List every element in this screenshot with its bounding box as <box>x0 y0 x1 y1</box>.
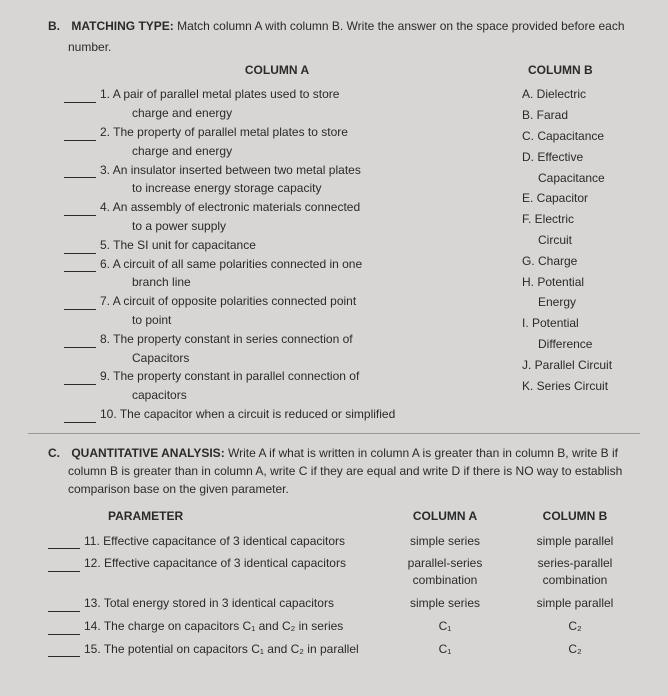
item-4-sub: to a power supply <box>64 218 490 235</box>
item-1-sub: charge and energy <box>64 105 490 122</box>
choice-j: J. Parallel Circuit <box>498 357 640 374</box>
answer-blank[interactable] <box>64 384 96 385</box>
answer-blank[interactable] <box>64 102 96 103</box>
q-row-13: 13. Total energy stored in 3 identical c… <box>48 595 640 612</box>
answer-blank[interactable] <box>48 571 80 572</box>
choice-h-sub: Energy <box>498 294 640 311</box>
q12-b: series-parallelcombination <box>510 555 640 589</box>
choice-e: E. Capacitor <box>498 190 640 207</box>
choice-h: H. Potential <box>498 274 640 291</box>
q13-b: simple parallel <box>510 595 640 612</box>
answer-blank[interactable] <box>64 271 96 272</box>
choice-i: I. Potential <box>498 315 640 332</box>
choice-c: C. Capacitance <box>498 128 640 145</box>
item-7: 7. A circuit of opposite polarities conn… <box>64 293 490 310</box>
q13-a: simple series <box>380 595 510 612</box>
section-b-title-rest: Match column A with column B. Write the … <box>177 19 624 33</box>
item-3-sub: to increase energy storage capacity <box>64 180 490 197</box>
parameter-header: PARAMETER <box>48 508 380 525</box>
item-10: 10. The capacitor when a circuit is redu… <box>64 406 490 423</box>
choice-i-sub: Difference <box>498 336 640 353</box>
section-c-text3: comparison base on the given parameter. <box>48 480 289 498</box>
column-b: COLUMN B A. Dielectric B. Farad C. Capac… <box>490 62 640 425</box>
item-4: 4. An assembly of electronic materials c… <box>64 199 490 216</box>
answer-blank[interactable] <box>64 347 96 348</box>
q12-a: parallel-seriescombination <box>380 555 510 589</box>
section-b-title-bold: MATCHING TYPE: <box>71 19 173 33</box>
item-2: 2. The property of parallel metal plates… <box>64 124 490 141</box>
answer-blank[interactable] <box>48 634 80 635</box>
section-c-text2: column B is greater than in column A, wr… <box>48 462 622 480</box>
answer-blank[interactable] <box>48 656 80 657</box>
answer-blank[interactable] <box>64 215 96 216</box>
item-9-sub: capacitors <box>64 387 490 404</box>
choice-d: D. Effective <box>498 149 640 166</box>
q-row-11: 11. Effective capacitance of 3 identical… <box>48 533 640 550</box>
item-3: 3. An insulator inserted between two met… <box>64 162 490 179</box>
choice-a: A. Dielectric <box>498 86 640 103</box>
section-b-header: B. MATCHING TYPE: Match column A with co… <box>48 18 640 35</box>
col-b-header: COLUMN B <box>510 508 640 525</box>
section-c-header: C. QUANTITATIVE ANALYSIS: Write A if wha… <box>48 444 640 498</box>
item-6: 6. A circuit of all same polarities conn… <box>64 256 490 273</box>
q11-a: simple series <box>380 533 510 550</box>
answer-blank[interactable] <box>64 177 96 178</box>
section-b-columns: COLUMN A 1. A pair of parallel metal pla… <box>48 62 640 425</box>
column-a-header: COLUMN A <box>64 62 490 79</box>
item-5: 5. The SI unit for capacitance <box>64 237 490 254</box>
item-2-sub: charge and energy <box>64 143 490 160</box>
choice-d-sub: Capacitance <box>498 170 640 187</box>
item-9: 9. The property constant in parallel con… <box>64 368 490 385</box>
item-8: 8. The property constant in series conne… <box>64 331 490 348</box>
q-row-14: 14. The charge on capacitors C₁ and C₂ i… <box>48 618 640 635</box>
item-1: 1. A pair of parallel metal plates used … <box>64 86 490 103</box>
param-header-row: PARAMETER COLUMN A COLUMN B <box>48 508 640 525</box>
section-c-letter: C. <box>48 444 68 462</box>
q15-b: C₂ <box>510 641 640 658</box>
q11-b: simple parallel <box>510 533 640 550</box>
section-b-letter: B. <box>48 18 68 35</box>
answer-blank[interactable] <box>64 253 96 254</box>
section-c-text1: Write A if what is written in column A i… <box>228 446 618 460</box>
item-8-sub: Capacitors <box>64 350 490 367</box>
col-a-header: COLUMN A <box>380 508 510 525</box>
section-c-title-bold: QUANTITATIVE ANALYSIS: <box>71 446 224 460</box>
answer-blank[interactable] <box>64 140 96 141</box>
answer-blank[interactable] <box>64 309 96 310</box>
column-b-header: COLUMN B <box>528 62 640 79</box>
q14-a: C₁ <box>380 618 510 635</box>
answer-blank[interactable] <box>48 548 80 549</box>
section-b-title-line2: number. <box>48 39 640 56</box>
section-divider <box>28 433 640 434</box>
q-row-12: 12. Effective capacitance of 3 identical… <box>48 555 640 589</box>
choice-k: K. Series Circuit <box>498 378 640 395</box>
item-6-sub: branch line <box>64 274 490 291</box>
answer-blank[interactable] <box>48 611 80 612</box>
item-7-sub: to point <box>64 312 490 329</box>
choice-g: G. Charge <box>498 253 640 270</box>
choice-f-sub: Circuit <box>498 232 640 249</box>
answer-blank[interactable] <box>64 422 96 423</box>
choice-f: F. Electric <box>498 211 640 228</box>
q14-b: C₂ <box>510 618 640 635</box>
choice-b: B. Farad <box>498 107 640 124</box>
column-a: COLUMN A 1. A pair of parallel metal pla… <box>48 62 490 425</box>
q-row-15: 15. The potential on capacitors C₁ and C… <box>48 641 640 658</box>
q15-a: C₁ <box>380 641 510 658</box>
